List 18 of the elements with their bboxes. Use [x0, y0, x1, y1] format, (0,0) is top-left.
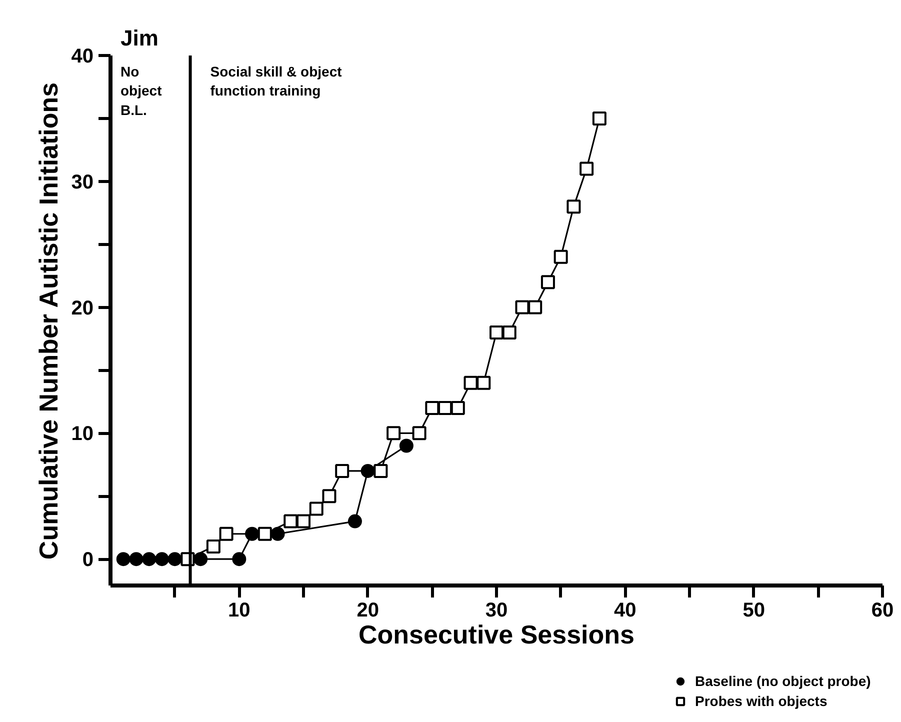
legend-label: Baseline (no object probe) [695, 672, 871, 690]
y-tick-label: 30 [71, 171, 94, 194]
x-tick-label: 50 [742, 600, 765, 622]
y-tick-label: 0 [82, 549, 94, 572]
y-axis-title: Cumulative Number Autistic Initiations [33, 82, 64, 560]
x-tick-label: 20 [356, 600, 379, 622]
x-tick-label: 30 [485, 600, 508, 622]
y-tick-label: 20 [71, 297, 94, 320]
y-tick-label: 40 [71, 46, 94, 68]
annotation: No object B.L. [120, 64, 162, 118]
x-tick-label: 60 [871, 600, 894, 622]
x-axis-title: Consecutive Sessions [358, 620, 634, 650]
x-tick-label: 10 [228, 600, 250, 622]
x-tick-label: 40 [614, 600, 636, 622]
annotation: Social skill & object function training [210, 64, 342, 99]
legend-label: Probes with objects [695, 692, 828, 710]
y-tick-label: 10 [71, 423, 94, 446]
chart-title: Jim [120, 26, 158, 50]
